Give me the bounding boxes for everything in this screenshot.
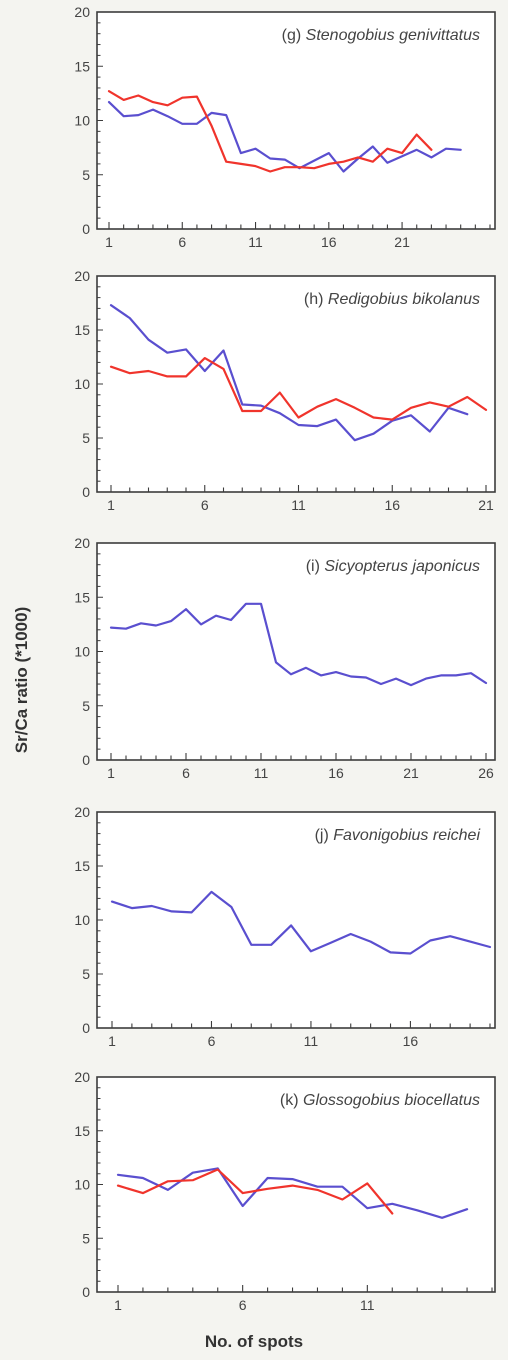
x-tick-label: 11: [248, 234, 263, 250]
blue-series-line: [110, 890, 492, 955]
x-tick-label: 16: [384, 497, 400, 513]
x-tick-label: 16: [403, 1033, 419, 1049]
blue-series-line: [107, 100, 462, 173]
y-tick-label: 0: [82, 221, 90, 237]
panel-label: (j): [315, 827, 334, 844]
x-tick-label: 16: [321, 234, 337, 250]
y-tick-label: 20: [74, 535, 90, 551]
y-tick-label: 5: [82, 1230, 90, 1246]
y-axis-title: Sr/Ca ratio (*1000): [2, 560, 42, 800]
red-series-line: [107, 90, 433, 173]
panel-label: (i): [306, 558, 325, 575]
y-tick-label: 10: [74, 1177, 90, 1193]
y-tick-label: 15: [74, 322, 90, 338]
x-tick-label: 21: [478, 497, 494, 513]
plot-frame: [96, 542, 496, 761]
x-tick-label: 1: [107, 765, 115, 781]
y-tick-label: 15: [74, 58, 90, 74]
x-tick-label: 11: [291, 497, 306, 513]
red-series-line: [109, 357, 488, 421]
y-tick-label: 20: [74, 1069, 90, 1085]
species-name: Redigobius bikolanus: [328, 291, 480, 308]
species-name: Glossogobius biocellatus: [303, 1092, 480, 1109]
y-tick-label: 5: [82, 698, 90, 714]
y-tick-label: 10: [74, 113, 90, 129]
y-tick-label: 15: [74, 858, 90, 874]
y-tick-label: 20: [74, 804, 90, 820]
y-tick-label: 0: [82, 1284, 90, 1300]
y-tick-label: 10: [74, 912, 90, 928]
x-tick-label: 6: [182, 765, 190, 781]
panel-label: (h): [304, 291, 328, 308]
blue-series-line: [116, 1167, 469, 1219]
x-tick-label: 21: [403, 765, 419, 781]
x-tick-label: 6: [208, 1033, 216, 1049]
y-tick-label: 15: [74, 1123, 90, 1139]
red-series-line: [116, 1168, 394, 1215]
x-tick-label: 1: [105, 234, 113, 250]
panel-title: (i) Sicyopterus japonicus: [306, 558, 480, 575]
y-tick-label: 15: [74, 589, 90, 605]
blue-series-line: [109, 602, 488, 687]
panel-title: (g) Stenogobius genivittatus: [282, 27, 480, 44]
x-tick-label: 6: [239, 1297, 247, 1313]
y-tick-label: 0: [82, 484, 90, 500]
x-tick-label: 1: [108, 1033, 116, 1049]
x-tick-label: 26: [478, 765, 494, 781]
x-tick-label: 1: [114, 1297, 122, 1313]
panel-title: (j) Favonigobius reichei: [315, 827, 481, 844]
x-tick-label: 6: [201, 497, 209, 513]
y-axis-title-text: Sr/Ca ratio (*1000): [12, 606, 31, 754]
x-tick-label: 1: [107, 497, 115, 513]
species-name: Sicyopterus japonicus: [324, 558, 480, 575]
plot-frame: [96, 11, 496, 230]
chart-panel: 0 5 10 15 20 1 6 11 (k) Glossogobius biocellatus: [74, 1069, 496, 1313]
y-tick-label: 0: [82, 752, 90, 768]
panel-title: (h) Redigobius bikolanus: [304, 291, 480, 308]
x-tick-label: 11: [254, 765, 269, 781]
panel-title: (k) Glossogobius biocellatus: [280, 1092, 480, 1109]
x-tick-label: 11: [304, 1033, 319, 1049]
species-name: Stenogobius genivittatus: [306, 27, 480, 44]
x-axis-title: No. of spots: [204, 1332, 304, 1351]
plot-frame: [96, 811, 496, 1029]
y-tick-label: 5: [82, 966, 90, 982]
y-tick-label: 0: [82, 1020, 90, 1036]
blue-series-line: [109, 304, 469, 442]
plot-frame: [96, 275, 496, 493]
y-tick-label: 20: [74, 268, 90, 284]
x-tick-label: 21: [394, 234, 410, 250]
y-tick-label: 20: [74, 4, 90, 20]
panel-label: (g): [282, 27, 306, 44]
y-tick-label: 5: [82, 430, 90, 446]
x-tick-label: 11: [360, 1297, 375, 1313]
x-tick-label: 6: [178, 234, 186, 250]
panel-label: (k): [280, 1092, 303, 1109]
y-tick-label: 5: [82, 167, 90, 183]
x-tick-label: 16: [328, 765, 344, 781]
species-name: Favonigobius reichei: [333, 827, 480, 844]
y-tick-label: 10: [74, 376, 90, 392]
y-tick-label: 10: [74, 644, 90, 660]
